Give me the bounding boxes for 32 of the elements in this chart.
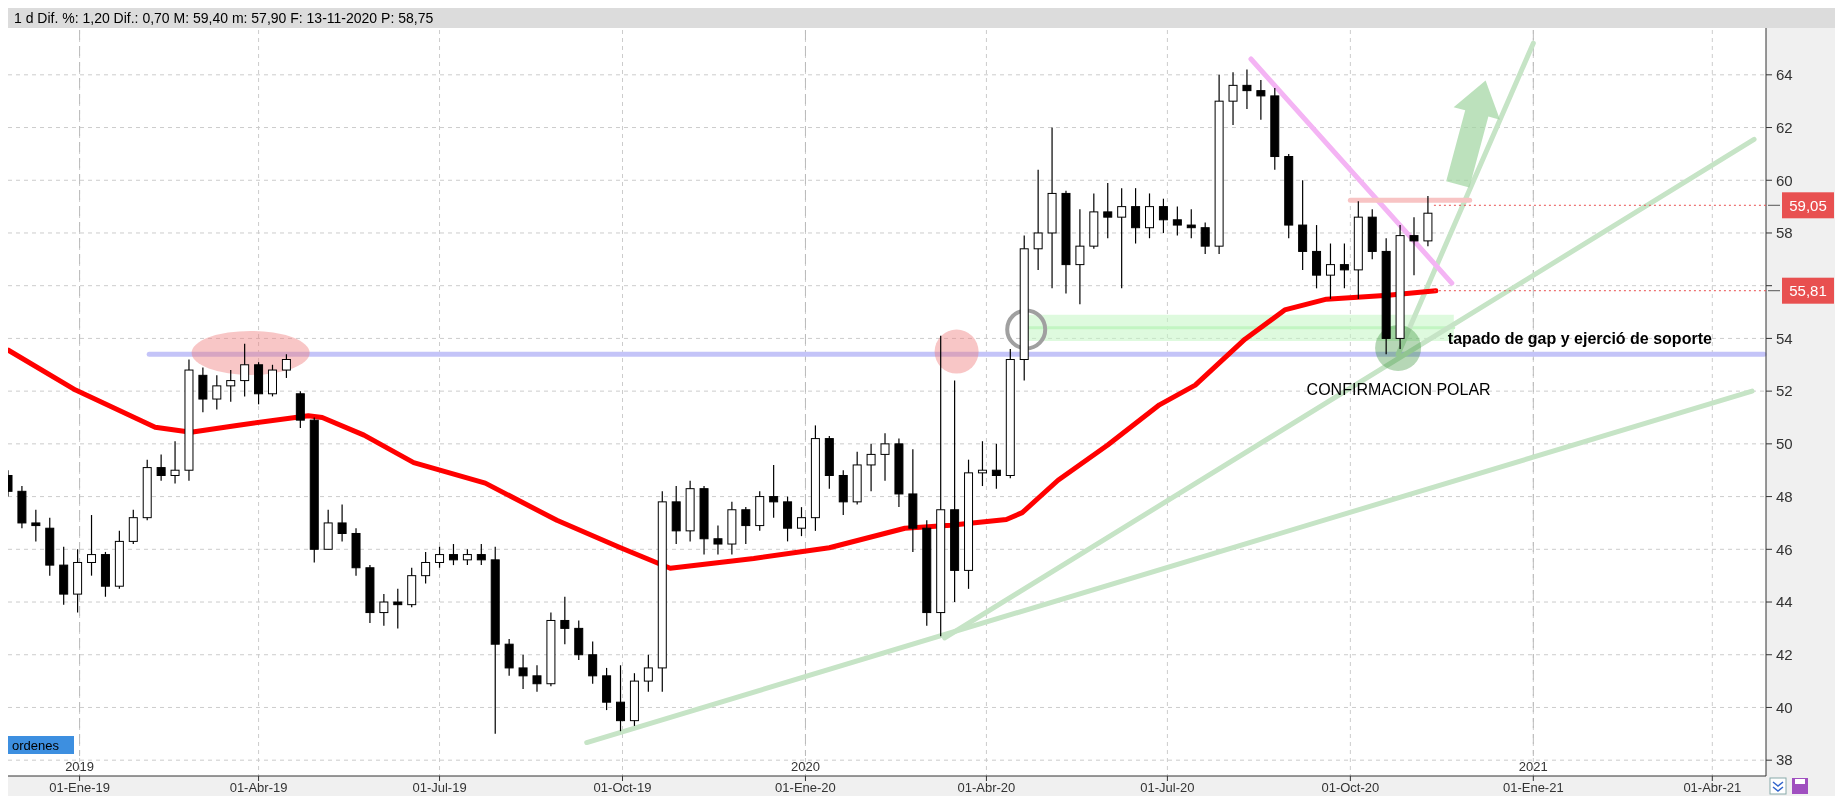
annotation: tapado de gap y ejerció de soporte [1447, 330, 1712, 348]
annotation: ordenes [12, 738, 60, 753]
y-tick-label: 46 [1776, 540, 1793, 558]
y-tick-label: 40 [1776, 698, 1793, 716]
y-tick-label: 64 [1776, 66, 1793, 84]
y-tick-label: 42 [1776, 645, 1793, 663]
x-tick-label: 01-Ene-21 [1502, 780, 1564, 795]
y-tick-label: 62 [1776, 118, 1793, 136]
y-tick-label: 58 [1776, 224, 1793, 242]
x2-tick-label: 2020 [791, 759, 820, 774]
x2-tick-label: 2019 [65, 759, 95, 774]
x-tick-label: 01-Abr-21 [1683, 780, 1742, 795]
x-tick-label: 01-Oct-20 [1321, 780, 1380, 795]
x-tick-label: 01-Jul-20 [1140, 780, 1195, 795]
y-tick-label: 38 [1776, 751, 1793, 769]
x2-tick-label: 2021 [1518, 759, 1548, 774]
x-tick-label: 01-Jul-19 [412, 780, 467, 795]
ref-line-label: 55,81 [1789, 281, 1827, 299]
y-tick-label: 50 [1776, 435, 1793, 453]
chart-title: 1 d Dif. %: 1,20 Dif.: 0,70 M: 59,40 m: 57,90 F: 13-11-2020 P: 58,75 [14, 10, 434, 26]
x-tick-label: 01-Abr-19 [229, 780, 288, 795]
y-tick-label: 54 [1776, 329, 1793, 347]
y-tick-label: 60 [1776, 171, 1793, 189]
annotation: CONFIRMACION POLAR [1306, 381, 1491, 399]
y-tick-label: 44 [1776, 593, 1793, 611]
x-tick-label: 01-Abr-20 [957, 780, 1016, 795]
x-tick-label: 01-Ene-19 [49, 780, 110, 795]
ref-line-label: 59,05 [1789, 196, 1827, 214]
x-tick-label: 01-Oct-19 [593, 780, 652, 795]
y-tick-label: 52 [1776, 382, 1793, 400]
x-tick-label: 01-Ene-20 [775, 780, 836, 795]
y-tick-label: 48 [1776, 487, 1793, 505]
